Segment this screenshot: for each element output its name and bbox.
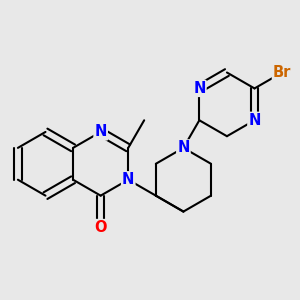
Text: N: N	[94, 124, 107, 140]
Text: O: O	[94, 220, 107, 235]
Text: N: N	[193, 81, 206, 96]
Text: N: N	[177, 140, 190, 155]
Text: Br: Br	[273, 65, 291, 80]
Text: N: N	[248, 113, 261, 128]
Text: N: N	[122, 172, 134, 187]
